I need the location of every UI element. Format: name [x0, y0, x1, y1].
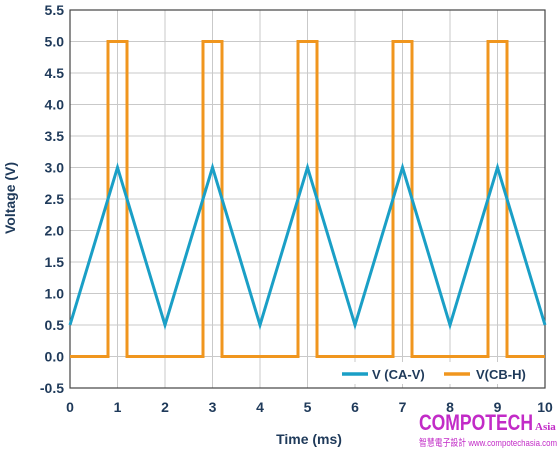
x-tick-label: 9 — [494, 399, 502, 415]
x-tick-label: 1 — [114, 399, 122, 415]
y-tick-label: 4.0 — [45, 97, 65, 113]
y-tick-label: 2.5 — [45, 191, 65, 207]
x-axis-label: Time (ms) — [276, 431, 342, 447]
x-tick-labels: 0 1 2 3 4 5 6 7 8 9 10 — [66, 399, 553, 415]
x-tick-label: 5 — [304, 399, 312, 415]
x-tick-label: 4 — [256, 399, 264, 415]
x-tick-label: 8 — [446, 399, 454, 415]
x-tick-label: 2 — [161, 399, 169, 415]
legend-label-ca-v: V (CA-V) — [372, 367, 425, 382]
x-tick-label: 0 — [66, 399, 74, 415]
series-layer — [68, 40, 547, 358]
x-tick-label: 6 — [351, 399, 359, 415]
y-tick-label: 0.0 — [45, 349, 65, 365]
series-line-ca-v — [68, 162, 547, 331]
watermark: COMPOTECH Asia 智慧電子設計 www.compotechasia.… — [419, 410, 557, 449]
y-tick-label: 3.5 — [45, 128, 65, 144]
watermark-asia-text: Asia — [535, 421, 556, 433]
legend-label-cb-h: V(CB-H) — [476, 367, 526, 382]
legend-background — [338, 362, 544, 384]
watermark-tagline: 智慧電子設計 www.compotechasia.com — [419, 437, 557, 449]
y-tick-labels: -0.5 0.0 0.5 1.0 1.5 2.0 2.5 3.0 3.5 4.0 4.5 5.0 5.5 — [40, 2, 64, 396]
x-tick-label: 3 — [209, 399, 217, 415]
y-tick-label: 3.0 — [45, 160, 65, 176]
y-tick-label: 1.5 — [45, 254, 65, 270]
y-tick-label: 2.0 — [45, 223, 65, 239]
y-axis-label: Voltage (V) — [2, 162, 18, 234]
x-tick-label: 10 — [537, 399, 553, 415]
y-tick-label: 4.5 — [45, 65, 65, 81]
watermark-logo-text: COMPOTECH — [419, 410, 533, 435]
y-tick-label: 5.5 — [45, 2, 65, 18]
x-tick-label: 7 — [399, 399, 407, 415]
plot-frame — [69, 9, 546, 389]
y-tick-label: 5.0 — [45, 34, 65, 50]
y-tick-label: -0.5 — [40, 380, 64, 396]
y-tick-label: 1.0 — [45, 286, 65, 302]
legend: V (CA-V) V(CB-H) — [338, 362, 544, 384]
y-tick-label: 0.5 — [45, 317, 65, 333]
plot-border — [69, 9, 546, 389]
